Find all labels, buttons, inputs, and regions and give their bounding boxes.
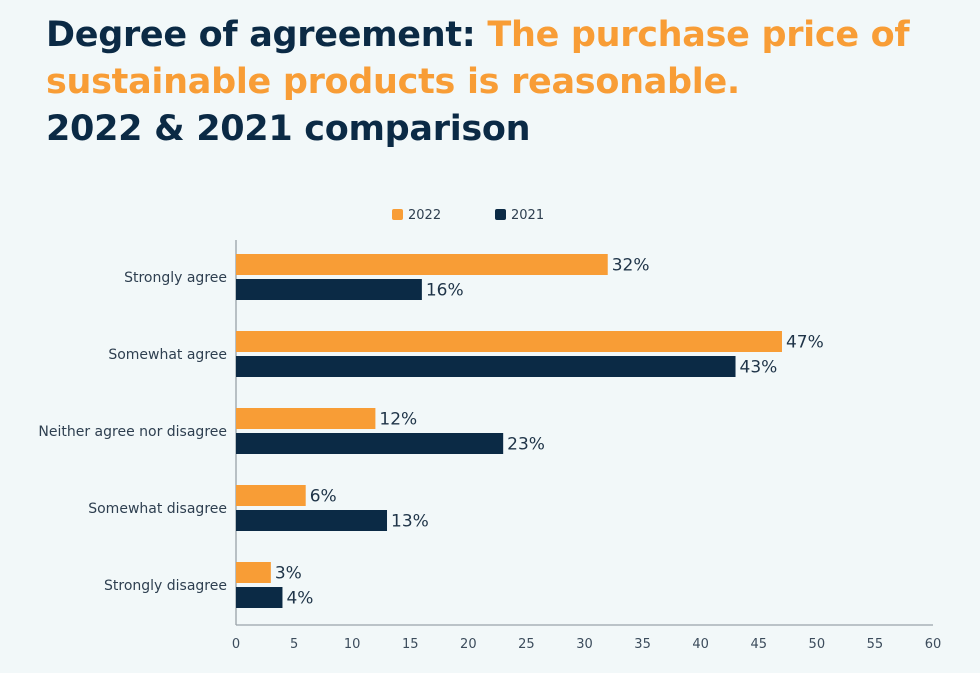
legend-label: 2021 [511,208,544,223]
bar-2022 [236,485,306,506]
title-highlight: The purchase price of sustainable produc… [46,15,910,102]
x-tick-label: 40 [692,637,709,652]
data-label: 47% [786,333,824,353]
data-label: 12% [379,410,417,430]
data-label: 43% [740,358,778,378]
category-label: Somewhat disagree [88,501,227,517]
category-label: Neither agree nor disagree [38,424,227,440]
bar-2021 [236,356,736,377]
bar-2022 [236,562,271,583]
bar-2022 [236,408,376,429]
x-tick-label: 35 [634,637,651,652]
category-label: Somewhat agree [108,347,227,363]
x-tick-label: 0 [232,637,240,652]
chart-title: Degree of agreement: The purchase price … [46,12,926,153]
x-tick-label: 45 [750,637,767,652]
x-tick-label: 10 [344,637,361,652]
bar-2021 [236,510,388,531]
data-label: 4% [286,589,313,609]
category-label: Strongly disagree [104,578,227,594]
data-label: 32% [612,256,650,276]
data-label: 6% [310,487,337,507]
legend-swatch-2022 [392,209,403,220]
bar-2022 [236,254,608,275]
x-tick-label: 50 [809,637,826,652]
x-tick-label: 20 [460,637,477,652]
data-label: 23% [507,435,545,455]
bar-2022 [236,331,782,352]
x-tick-label: 15 [402,637,419,652]
x-tick-label: 5 [290,637,298,652]
x-tick-label: 55 [867,637,884,652]
x-tick-label: 25 [518,637,535,652]
x-tick-label: 60 [925,637,942,652]
x-tick-label: 30 [576,637,593,652]
bar-2021 [236,433,504,454]
bar-2021 [236,587,283,608]
data-label: 3% [275,564,302,584]
data-label: 16% [426,281,464,301]
title-part1: Degree of agreement: [46,15,488,55]
bar-2021 [236,279,422,300]
legend-label: 2022 [408,208,441,223]
category-label: Strongly agree [124,270,227,286]
title-part3: 2022 & 2021 comparison [46,109,531,149]
legend-swatch-2021 [495,209,506,220]
data-label: 13% [391,512,429,532]
